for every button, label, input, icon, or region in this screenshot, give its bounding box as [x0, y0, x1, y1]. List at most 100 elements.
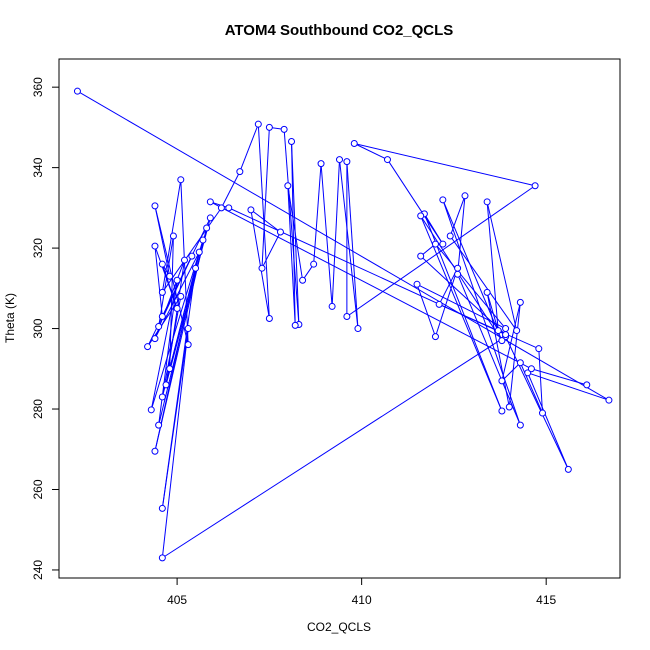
data-point [184, 341, 192, 349]
series-segment [420, 215, 503, 412]
series-segment [165, 217, 211, 386]
data-point [498, 337, 506, 345]
data-point [564, 465, 572, 473]
series-segment [250, 209, 281, 233]
data-point [206, 198, 214, 206]
data-point [431, 333, 439, 341]
series-segment [158, 280, 178, 426]
data-point [195, 248, 203, 256]
x-tick-label: 410 [352, 593, 372, 607]
series-segment [261, 231, 281, 269]
series-segment [420, 255, 506, 335]
data-point [147, 406, 155, 414]
data-point [217, 204, 225, 212]
data-point [583, 381, 591, 389]
y-tick-label: 300 [31, 318, 45, 338]
data-point [291, 321, 299, 329]
series-segment [154, 251, 200, 339]
data-point [203, 224, 211, 232]
series-segment [150, 280, 178, 410]
data-point [284, 182, 292, 190]
series-segment [283, 129, 300, 325]
series-segment [320, 163, 333, 307]
data-point [483, 198, 491, 206]
series-segment [434, 268, 459, 337]
data-point [199, 236, 207, 244]
data-point [417, 212, 425, 220]
series-segment [165, 260, 185, 385]
series-segment [449, 195, 466, 237]
data-point [538, 409, 546, 417]
data-point [247, 206, 255, 214]
data-point [166, 365, 174, 373]
data-point [605, 396, 613, 404]
data-point [354, 325, 362, 333]
series-segment [162, 336, 506, 559]
series-segment [457, 274, 521, 426]
data-point [498, 407, 506, 415]
data-point [494, 327, 502, 335]
series-segment [210, 201, 532, 370]
series-segment [339, 159, 359, 329]
series-segment [154, 246, 163, 317]
data-point [158, 554, 166, 562]
series-segment [531, 368, 587, 386]
series-segment [527, 372, 569, 470]
series-segment [228, 207, 506, 336]
data-point [454, 264, 462, 272]
data-point [166, 272, 174, 280]
series-segment [423, 213, 444, 245]
data-point [265, 315, 273, 322]
series-segment [161, 264, 178, 309]
series-segment [435, 243, 506, 329]
data-point [225, 204, 233, 212]
data-point [180, 256, 188, 264]
y-tick-label: 240 [31, 560, 45, 580]
series-segment [346, 161, 359, 329]
series-segment [527, 372, 610, 401]
series-segment [457, 195, 466, 275]
data-point [236, 168, 244, 176]
series-segment [161, 268, 197, 509]
series-segment [287, 185, 296, 326]
data-point [317, 160, 325, 168]
data-point [184, 325, 192, 333]
series-segment [250, 209, 270, 319]
series-segment [220, 171, 241, 209]
data-point [350, 139, 358, 147]
data-point [299, 276, 307, 284]
y-axis: 240 260 280 300 320 340 360 [31, 77, 60, 580]
data-point [328, 302, 336, 310]
data-point [502, 331, 510, 339]
data-point [498, 377, 506, 385]
series-segment [501, 362, 521, 382]
series-segment [486, 201, 499, 331]
data-point [280, 125, 288, 133]
data-point [516, 421, 524, 429]
data-point [343, 158, 351, 166]
data-point [151, 447, 159, 455]
series-segment [519, 362, 543, 414]
data-point [417, 252, 425, 260]
data-point [516, 298, 524, 306]
series-segment [505, 336, 569, 470]
data-point [483, 288, 491, 296]
series-segment [257, 124, 270, 319]
data-point [446, 232, 454, 240]
data-point [144, 343, 152, 351]
series-segment [161, 328, 189, 558]
data-point [162, 381, 170, 389]
data-point [155, 421, 163, 429]
data-point [461, 192, 469, 200]
data-point [439, 196, 447, 204]
series-segment [416, 284, 436, 337]
data-point [535, 345, 543, 353]
series-segment [77, 90, 610, 401]
x-tick-label: 415 [536, 593, 556, 607]
series-segment [331, 159, 340, 307]
series-segment [486, 201, 518, 331]
data-point [151, 202, 159, 210]
x-axis-label: CO2_QCLS [307, 620, 371, 634]
data-point [192, 264, 200, 272]
